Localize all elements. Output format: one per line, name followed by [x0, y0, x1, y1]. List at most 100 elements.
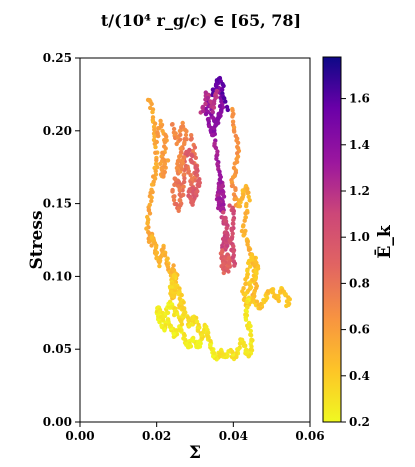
data-point — [221, 210, 226, 215]
y-tick-label: 0.00 — [43, 415, 72, 429]
data-point — [165, 310, 171, 315]
data-point — [240, 224, 246, 229]
data-point — [164, 257, 169, 263]
data-point — [224, 226, 229, 231]
data-point — [235, 151, 240, 156]
data-point — [237, 341, 243, 346]
data-point — [210, 132, 215, 138]
data-point — [183, 132, 189, 138]
data-point — [218, 179, 223, 185]
data-point — [230, 255, 235, 260]
data-point — [178, 198, 183, 203]
data-point — [241, 233, 246, 238]
plot-frame — [79, 57, 311, 423]
data-point — [245, 268, 250, 273]
data-point — [153, 251, 159, 257]
data-point — [219, 107, 224, 113]
data-point — [233, 187, 238, 193]
data-point — [190, 199, 195, 204]
x-tick-label: 0.04 — [219, 429, 248, 443]
data-point — [149, 195, 154, 200]
data-point — [249, 344, 254, 349]
y-tick-label: 0.05 — [43, 342, 72, 356]
data-point — [163, 146, 168, 151]
data-point — [169, 122, 175, 127]
y-tick-label: 0.15 — [43, 197, 72, 211]
data-point — [243, 211, 248, 216]
data-point — [182, 179, 187, 185]
data-point — [230, 119, 236, 124]
data-point — [203, 111, 209, 117]
data-point — [162, 169, 167, 175]
data-point — [171, 268, 177, 273]
data-point — [171, 263, 176, 268]
data-point — [153, 144, 158, 150]
data-point — [149, 101, 154, 107]
data-point — [243, 292, 248, 297]
data-point — [174, 202, 179, 207]
data-point — [231, 211, 236, 216]
data-point — [195, 328, 201, 333]
data-point — [184, 129, 189, 134]
data-point — [169, 281, 175, 286]
scatter-points — [144, 75, 292, 362]
data-point — [155, 130, 160, 135]
data-point — [211, 350, 217, 356]
x-tick-label: 0.00 — [65, 429, 94, 443]
data-point — [206, 335, 211, 340]
x-tick-label: 0.06 — [295, 429, 324, 443]
data-point — [158, 124, 164, 129]
data-point — [227, 203, 232, 208]
data-point — [145, 221, 150, 226]
data-point — [150, 109, 155, 115]
data-point — [241, 192, 246, 198]
data-point — [180, 124, 186, 129]
data-point — [231, 249, 236, 254]
data-point — [244, 347, 249, 352]
data-point — [230, 114, 235, 119]
data-point — [210, 87, 216, 92]
data-point — [245, 186, 250, 191]
data-point — [171, 197, 177, 203]
x-tick-label: 0.02 — [142, 429, 171, 443]
data-point — [230, 231, 235, 236]
data-point — [193, 155, 198, 160]
data-point — [149, 243, 154, 248]
data-point — [192, 145, 198, 150]
data-point — [245, 190, 250, 196]
data-point — [170, 189, 175, 194]
x-axis-label: Σ — [189, 443, 201, 463]
y-tick-label: 0.20 — [43, 124, 72, 138]
data-point — [153, 168, 158, 174]
data-point — [157, 258, 163, 263]
data-point — [231, 221, 236, 226]
data-point — [231, 217, 236, 223]
data-point — [180, 120, 185, 126]
data-point — [208, 338, 213, 344]
data-point — [214, 156, 219, 161]
data-point — [231, 244, 236, 249]
data-point — [182, 155, 187, 160]
data-point — [149, 182, 155, 187]
data-point — [239, 228, 245, 234]
colorbar-tick-label: 0.8 — [349, 276, 370, 290]
data-point — [158, 118, 163, 124]
data-point — [172, 182, 177, 187]
data-point — [220, 87, 225, 92]
data-point — [243, 277, 248, 282]
data-point — [194, 319, 200, 324]
data-point — [154, 158, 159, 163]
data-point — [186, 149, 191, 154]
colorbar-label: Ē_k — [374, 224, 395, 258]
data-point — [171, 331, 177, 337]
data-point — [194, 173, 200, 178]
data-point — [181, 192, 186, 198]
data-point — [284, 303, 289, 309]
data-point — [189, 176, 195, 181]
data-point — [171, 194, 176, 199]
data-point — [175, 312, 180, 317]
colorbar-tick-label: 1.6 — [349, 92, 370, 106]
data-point — [203, 101, 208, 107]
data-point — [171, 126, 177, 132]
